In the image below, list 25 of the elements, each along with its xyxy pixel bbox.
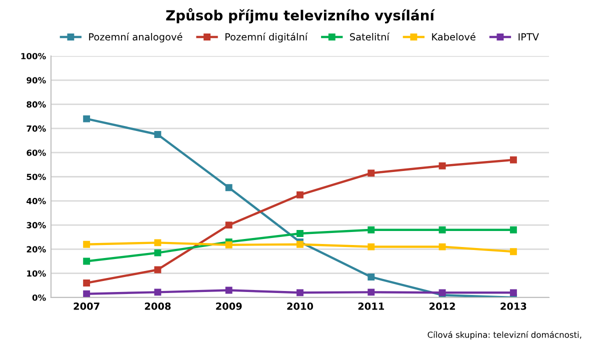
legend-label: Satelitní bbox=[350, 32, 390, 41]
text: Cílová skupina: televizní domácnosti, bbox=[428, 331, 582, 340]
x-tick-label: 2011 bbox=[358, 302, 384, 310]
y-tick-label: 70% bbox=[26, 125, 46, 132]
x-tick-label: 2009 bbox=[216, 302, 242, 310]
y-tick-label: 100% bbox=[21, 52, 46, 60]
y-tick-label: 0% bbox=[32, 294, 46, 301]
legend-label: IPTV bbox=[518, 33, 539, 40]
y-tick-label: 40% bbox=[26, 198, 46, 204]
y-tick-label: 80% bbox=[26, 101, 46, 108]
x-tick-label: 2010 bbox=[287, 302, 314, 310]
x-tick-label: 2013 bbox=[500, 302, 526, 310]
legend-label: Pozemní digitální bbox=[226, 32, 308, 42]
y-tick-label: 10% bbox=[27, 270, 46, 277]
y-tick-label: 90% bbox=[26, 77, 46, 84]
y-tick-label: 60% bbox=[26, 150, 46, 156]
x-tick-label: 2007 bbox=[74, 302, 100, 310]
y-tick-label: 50% bbox=[26, 174, 46, 180]
y-tick-label: 20% bbox=[26, 246, 46, 252]
legend-label: Kabelové bbox=[432, 32, 476, 41]
x-tick-label: 2012 bbox=[430, 302, 455, 310]
chart-title: Způsob příjmu televizního vysílání bbox=[166, 8, 436, 24]
y-tick-label: 30% bbox=[26, 222, 46, 228]
legend-label: Pozemní analogové bbox=[89, 32, 182, 42]
x-tick-label: 2008 bbox=[144, 302, 171, 310]
